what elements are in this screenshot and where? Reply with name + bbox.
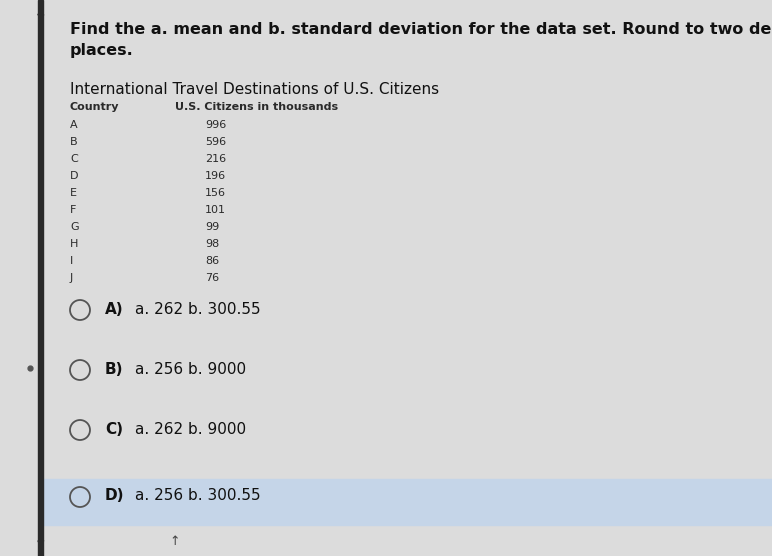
Text: ▲: ▲ xyxy=(37,6,44,16)
Text: G: G xyxy=(70,222,79,232)
Text: a. 262 b. 9000: a. 262 b. 9000 xyxy=(135,421,246,436)
Text: 86: 86 xyxy=(205,256,219,266)
Text: B: B xyxy=(70,137,78,147)
Bar xyxy=(38,0,43,556)
Text: E: E xyxy=(70,188,77,198)
Text: A: A xyxy=(70,120,78,130)
Text: 216: 216 xyxy=(205,154,226,164)
Bar xyxy=(43,479,772,525)
Text: 196: 196 xyxy=(205,171,226,181)
Text: H: H xyxy=(70,239,79,249)
Text: U.S. Citizens in thousands: U.S. Citizens in thousands xyxy=(175,102,338,112)
Text: C: C xyxy=(70,154,78,164)
Text: a. 262 b. 300.55: a. 262 b. 300.55 xyxy=(135,301,261,316)
Text: 98: 98 xyxy=(205,239,219,249)
Text: a. 256 b. 9000: a. 256 b. 9000 xyxy=(135,361,246,376)
Text: ▼: ▼ xyxy=(37,539,44,549)
Text: 76: 76 xyxy=(205,273,219,283)
Text: 156: 156 xyxy=(205,188,226,198)
Text: D): D) xyxy=(105,489,124,504)
Text: J: J xyxy=(70,273,73,283)
Text: F: F xyxy=(70,205,76,215)
Text: places.: places. xyxy=(70,43,134,58)
Text: International Travel Destinations of U.S. Citizens: International Travel Destinations of U.S… xyxy=(70,82,439,97)
Text: 101: 101 xyxy=(205,205,226,215)
Text: Find the a. mean and b. standard deviation for the data set. Round to two decima: Find the a. mean and b. standard deviati… xyxy=(70,22,772,37)
Text: ↑: ↑ xyxy=(170,535,180,548)
Text: A): A) xyxy=(105,301,124,316)
Text: B): B) xyxy=(105,361,124,376)
Text: C): C) xyxy=(105,421,123,436)
Text: 996: 996 xyxy=(205,120,226,130)
Text: I: I xyxy=(70,256,73,266)
Text: Country: Country xyxy=(70,102,120,112)
Text: a. 256 b. 300.55: a. 256 b. 300.55 xyxy=(135,489,261,504)
Text: 596: 596 xyxy=(205,137,226,147)
Text: D: D xyxy=(70,171,79,181)
Text: 99: 99 xyxy=(205,222,219,232)
